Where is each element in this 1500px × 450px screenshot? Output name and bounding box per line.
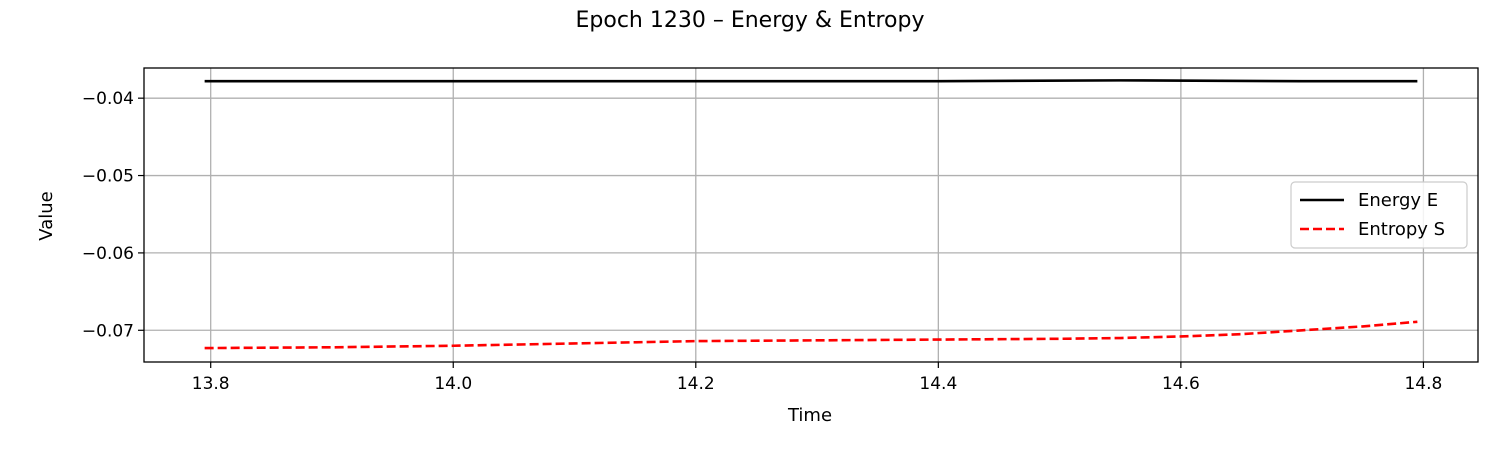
y-axis-label: Value [36, 191, 57, 240]
series-line-energy [204, 79, 1418, 83]
plot-frame [143, 67, 1479, 363]
x-tick-label: 13.8 [192, 374, 230, 394]
y-tick-label: −0.06 [82, 244, 134, 264]
x-tick-label: 14.6 [1162, 374, 1200, 394]
x-tick-label: 14.2 [677, 374, 715, 394]
y-tick-label: −0.07 [82, 321, 134, 341]
series-layer [204, 79, 1418, 350]
legend-box [1290, 181, 1468, 249]
ticks: 13.8 14.0 14.2 14.4 14.6 14.8 −0.04 −0.05 −0.06 −… [82, 89, 1442, 394]
x-tick-label: 14.8 [1404, 374, 1442, 394]
grid [144, 68, 1478, 362]
legend-label: Entropy S [1358, 219, 1445, 240]
legend-label: Energy E [1358, 190, 1438, 211]
y-tick-label: −0.04 [82, 89, 134, 109]
x-tick-label: 14.0 [434, 374, 472, 394]
series-line-entropy [204, 320, 1418, 350]
x-tick-label: 14.4 [919, 374, 957, 394]
legend: Energy E Entropy S [1290, 181, 1468, 249]
x-axis-label: Time [787, 405, 832, 426]
y-tick-label: −0.05 [82, 167, 134, 187]
chart-title: Epoch 1230 – Energy & Entropy [576, 8, 925, 33]
